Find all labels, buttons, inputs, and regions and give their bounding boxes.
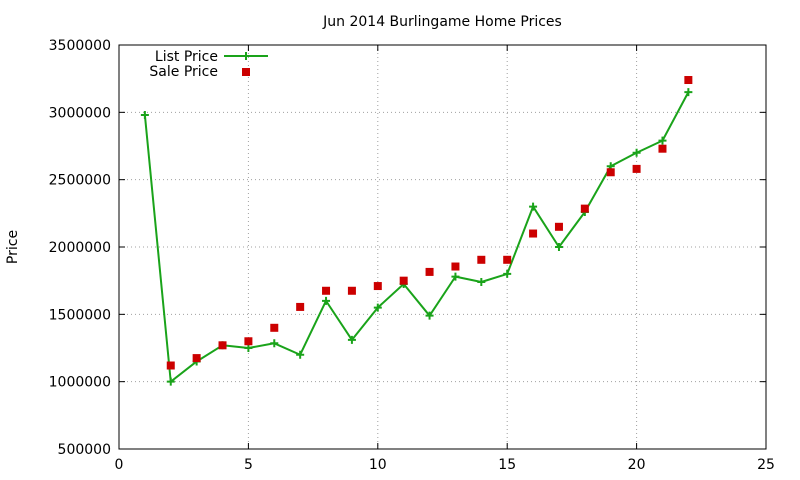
list-price-point: [477, 278, 486, 287]
y-tick-label: 500000: [58, 442, 111, 458]
tick-marks: [118, 44, 767, 450]
list-price-point: [140, 111, 149, 120]
legend-label-sale-price: Sale Price: [149, 64, 218, 80]
sale-price-point: [296, 302, 305, 311]
y-tick-label: 3000000: [49, 105, 111, 121]
list-price-point: [529, 202, 538, 211]
x-tick-label: 15: [498, 457, 516, 473]
series-line-list-price: [143, 91, 690, 383]
y-tick-label: 2000000: [49, 240, 111, 256]
chart-title: Jun 2014 Burlingame Home Prices: [322, 14, 562, 30]
sale-price-point: [373, 282, 382, 291]
sale-price-point: [503, 255, 512, 264]
list-price-point: [425, 311, 434, 320]
sale-price-point: [425, 267, 434, 276]
y-tick-label: 1000000: [49, 375, 111, 391]
sale-price-point: [270, 323, 279, 332]
list-price-point: [658, 136, 667, 145]
grid-lines: [119, 45, 766, 449]
list-price-point: [244, 344, 253, 352]
sale-price-point: [218, 341, 227, 350]
sale-price-point: [580, 204, 589, 213]
x-tick-label: 5: [244, 457, 253, 473]
sale-price-point: [192, 354, 201, 363]
sale-price-point: [347, 286, 356, 295]
y-tick-label: 3500000: [49, 38, 111, 54]
list-price-point: [451, 272, 460, 281]
sale-price-point: [632, 164, 641, 173]
legend-marker-sale-price: [242, 68, 250, 76]
sale-price-point: [399, 276, 408, 285]
y-tick-label: 2500000: [49, 173, 111, 189]
plot-frame: [118, 44, 767, 450]
sale-price-point: [684, 76, 693, 85]
list-price-point: [503, 269, 512, 278]
list-price-point: [270, 339, 279, 348]
x-tick-label: 10: [369, 457, 387, 473]
x-tick-label: 25: [757, 457, 775, 473]
list-price-point: [632, 148, 641, 157]
x-tick-label: 0: [115, 457, 124, 473]
legend-label-list-price: List Price: [155, 49, 218, 65]
list-price-point: [373, 303, 382, 312]
list-price-point: [684, 88, 693, 97]
legend-marker-list-price: [242, 52, 250, 60]
y-tick-label: 1500000: [49, 307, 111, 323]
list-price-point: [296, 350, 305, 359]
list-price-point: [554, 243, 563, 251]
sale-price-point: [322, 286, 331, 295]
sale-price-point: [477, 255, 486, 264]
tick-labels: 0 5 10 15 20 25 500000 1000000 1500000 2000000 250…: [49, 38, 775, 473]
sale-price-point: [529, 229, 538, 238]
sale-price-point: [166, 361, 175, 370]
y-axis-label: Price: [5, 230, 21, 264]
list-price-point: [322, 296, 331, 305]
sale-price-point: [658, 144, 667, 153]
sale-price-point: [244, 337, 253, 346]
list-price-point: [166, 377, 175, 386]
sale-price-point: [451, 262, 460, 271]
series-layer: [140, 76, 693, 386]
list-price-point: [347, 335, 356, 344]
sale-price-point: [606, 168, 615, 177]
x-tick-label: 20: [628, 457, 646, 473]
legend: List Price Sale Price: [149, 49, 268, 80]
sale-price-point: [554, 222, 563, 231]
